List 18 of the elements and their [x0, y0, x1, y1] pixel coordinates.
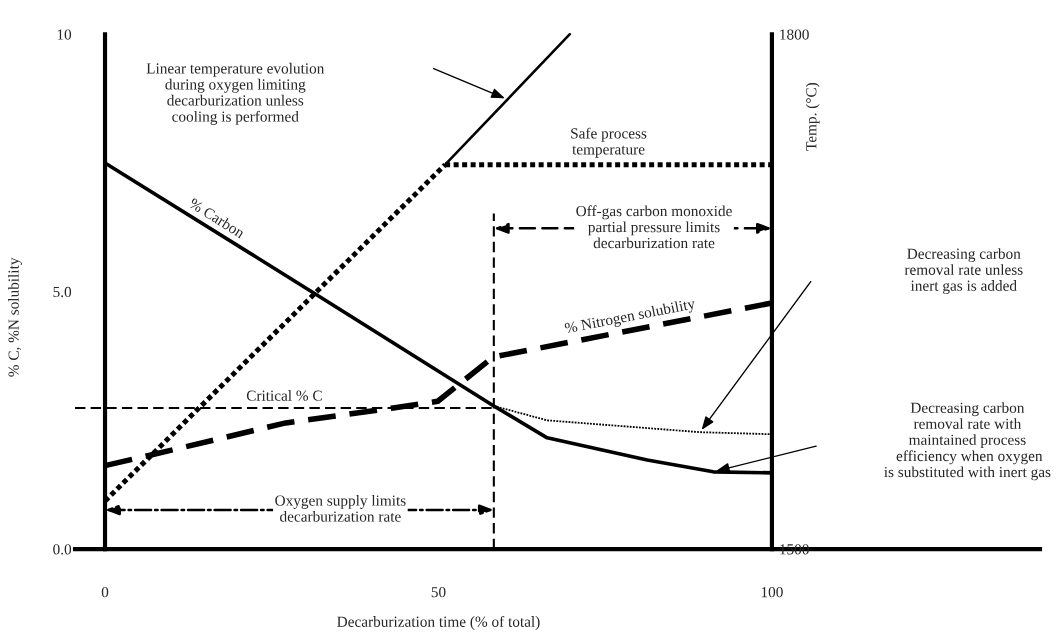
annotation: Off-gas carbon monoxide partial pressure limits decarburization rate — [576, 205, 732, 249]
annotation: Decreasing carbon removal rate with maintained process efficiency when oxygen is substituted with inert gas — [884, 402, 1051, 481]
x-tick-label: 100 — [761, 586, 783, 598]
annotation: Oxygen supply limits decarburization rate — [275, 494, 406, 522]
y-axis-title: % C, %N solubility — [8, 257, 22, 377]
x-tick-label: 50 — [431, 586, 446, 598]
annotation: Decreasing carbon removal rate unless inert gas is added — [904, 248, 1023, 295]
series-label: Critical % C — [246, 390, 322, 401]
y-tick-label: 0.0 — [53, 544, 72, 555]
text: % Nitrogen solubility — [564, 297, 697, 337]
y-tick-label: 10 — [57, 29, 72, 40]
y2-axis-title: Temp. (°C) — [805, 82, 820, 151]
series-label: Safe process temperature — [571, 127, 647, 158]
annotation: Linear temperature evolution during oxygen limiting decarburization unless cooling is performed — [146, 62, 325, 125]
y-tick-label: 5.0 — [53, 286, 72, 298]
y2-tick-label: 1800 — [780, 29, 809, 40]
x-tick-label: 0 — [101, 586, 109, 598]
x-axis-title: Decarburization time (% of total) — [337, 615, 540, 630]
